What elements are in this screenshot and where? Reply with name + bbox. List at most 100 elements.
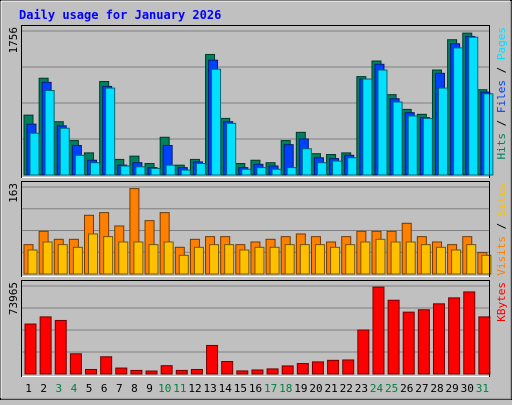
x-tick-label: 6 [101, 382, 108, 395]
bar-sites-day-4 [72, 246, 83, 275]
bar-sites-day-18 [284, 244, 295, 275]
bar-kbytes-day-13 [206, 344, 219, 375]
bar-sites-day-30 [466, 244, 477, 275]
x-tick-label: 7 [116, 382, 123, 395]
bar-pages-day-19 [301, 148, 312, 176]
bar-sites-day-8 [133, 241, 144, 275]
x-tick-label: 12 [188, 382, 201, 395]
bar-kbytes-day-27 [417, 309, 430, 375]
bar-pages-day-8 [135, 166, 146, 176]
x-tick-label: 26 [400, 382, 413, 395]
bar-kbytes-day-22 [342, 359, 355, 375]
bar-sites-day-12 [193, 246, 204, 275]
bar-pages-day-20 [316, 162, 327, 176]
x-tick-label: 13 [203, 382, 216, 395]
bar-kbytes-day-2 [39, 316, 52, 375]
x-tick-label: 18 [279, 382, 292, 395]
bar-pages-day-30 [468, 36, 479, 176]
bar-kbytes-day-7 [115, 367, 128, 375]
bar-sites-day-24 [375, 238, 386, 275]
bar-pages-day-10 [165, 164, 176, 176]
bar-sites-day-16 [254, 246, 265, 275]
bar-sites-day-22 [345, 244, 356, 275]
y-max-label: 163 [7, 183, 20, 203]
x-tick-label: 1 [25, 382, 32, 395]
x-tick-label: 21 [325, 382, 338, 395]
bar-pages-day-15 [241, 168, 252, 176]
x-tick-label: 20 [309, 382, 322, 395]
bar-sites-day-9 [148, 244, 159, 275]
bar-pages-day-31 [483, 93, 494, 176]
bar-kbytes-day-25 [387, 299, 400, 375]
bar-kbytes-day-11 [175, 369, 188, 375]
bar-pages-day-2 [44, 90, 55, 176]
x-tick-label: 24 [370, 382, 384, 395]
bar-pages-day-26 [407, 115, 418, 176]
bar-sites-day-10 [163, 241, 174, 275]
x-tick-label: 15 [234, 382, 247, 395]
legend-files: Files [495, 80, 508, 113]
x-tick-label: 14 [219, 382, 233, 395]
x-tick-label: 30 [461, 382, 474, 395]
bar-kbytes-day-29 [448, 297, 461, 375]
bar-kbytes-day-19 [296, 363, 309, 375]
bar-kbytes-day-15 [236, 370, 249, 375]
bar-sites-day-19 [299, 244, 310, 275]
bar-kbytes-day-28 [432, 303, 445, 375]
bar-pages-day-1 [29, 132, 40, 176]
x-tick-label: 3 [56, 382, 63, 395]
y-max-label: 1756 [7, 27, 20, 54]
bar-sites-day-21 [330, 246, 341, 275]
x-tick-label: 22 [340, 382, 353, 395]
bar-kbytes-day-6 [100, 356, 113, 375]
bar-sites-day-26 [405, 241, 416, 275]
bar-sites-day-3 [57, 244, 68, 275]
bar-pages-day-17 [271, 168, 282, 176]
x-tick-label: 5 [86, 382, 93, 395]
x-tick-label: 28 [430, 382, 443, 395]
legend-kbytes: KBytes [495, 282, 508, 322]
bar-pages-day-23 [362, 78, 373, 176]
panel-1: 1756 Hits / Files / Pages [7, 25, 508, 178]
bar-pages-day-13 [211, 68, 222, 176]
bar-pages-day-16 [256, 167, 267, 176]
bar-sites-day-1 [27, 249, 38, 275]
bar-kbytes-day-10 [160, 365, 173, 375]
legend: KBytes [495, 282, 508, 322]
bar-pages-day-27 [422, 117, 433, 176]
legend: Visits / Sites [495, 183, 508, 276]
bar-sites-day-20 [314, 244, 325, 275]
bar-kbytes-day-4 [69, 353, 82, 375]
bar-pages-day-21 [332, 160, 343, 176]
legend-visits: Visits [495, 236, 508, 276]
bar-kbytes-day-18 [281, 365, 294, 375]
bar-pages-day-18 [286, 167, 297, 176]
x-tick-label: 17 [264, 382, 277, 395]
x-tick-label: 25 [385, 382, 398, 395]
x-tick-label: 11 [173, 382, 186, 395]
legend: Hits / Files / Pages [495, 27, 508, 160]
bar-sites-day-29 [451, 249, 462, 275]
bar-kbytes-day-1 [24, 323, 37, 375]
bar-kbytes-day-31 [478, 316, 491, 375]
x-tick-label: 29 [446, 382, 459, 395]
bar-pages-day-4 [74, 154, 85, 176]
bar-pages-day-29 [453, 47, 464, 176]
bar-kbytes-day-16 [251, 369, 264, 375]
bar-sites-day-14 [224, 244, 235, 275]
bar-kbytes-day-26 [402, 311, 415, 375]
y-max-label: 73965 [7, 282, 20, 315]
legend-separator: / [495, 216, 508, 236]
bar-kbytes-day-14 [221, 361, 234, 375]
bar-pages-day-25 [392, 101, 403, 176]
chart-title: Daily usage for January 2026 [19, 8, 221, 22]
bar-kbytes-day-23 [357, 329, 370, 375]
bar-pages-day-12 [195, 163, 206, 176]
bar-pages-day-5 [90, 162, 101, 176]
legend-separator: / [495, 60, 508, 80]
x-tick-label: 4 [71, 382, 78, 395]
x-tick-label: 16 [249, 382, 262, 395]
x-tick-label: 31 [476, 382, 489, 395]
